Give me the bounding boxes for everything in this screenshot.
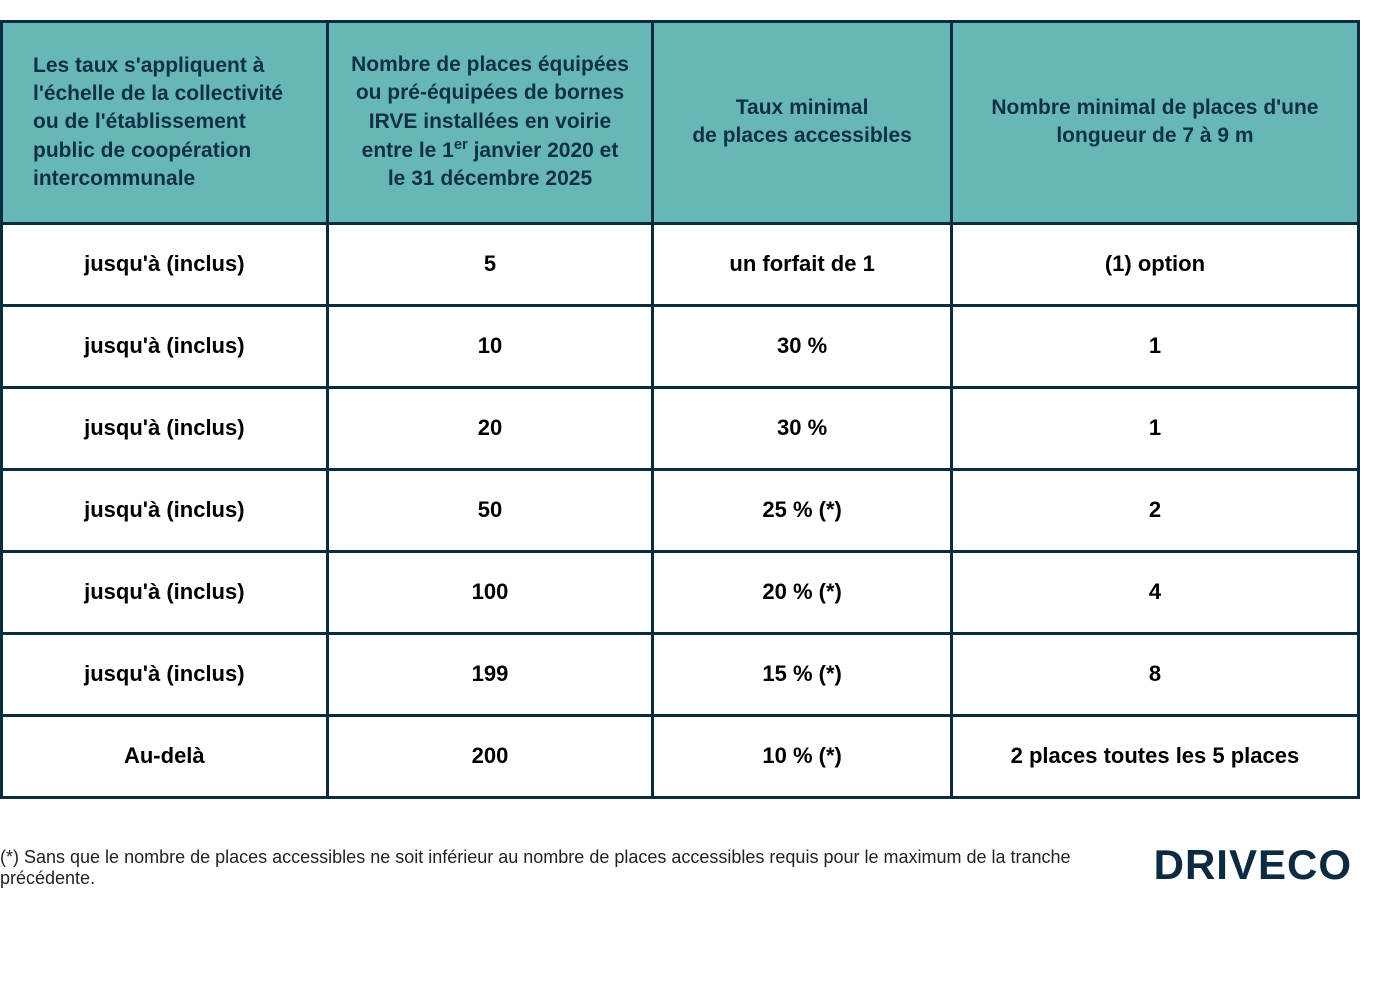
table-row: jusqu'à (inclus)5025 % (*)2: [2, 469, 1359, 551]
col-header-3: Nombre minimal de places d'une longueur …: [951, 22, 1358, 224]
table-row: jusqu'à (inclus)10020 % (*)4: [2, 551, 1359, 633]
table-cell: jusqu'à (inclus): [2, 387, 328, 469]
table-cell: 20: [327, 387, 653, 469]
table-cell: jusqu'à (inclus): [2, 633, 328, 715]
page: Les taux s'appliquent à l'échelle de la …: [0, 0, 1400, 909]
table-cell: 10: [327, 305, 653, 387]
table-cell: 1: [951, 387, 1358, 469]
table-cell: 50: [327, 469, 653, 551]
table-cell: 200: [327, 715, 653, 797]
table-cell: 100: [327, 551, 653, 633]
footnote-text: (*) Sans que le nombre de places accessi…: [0, 847, 1154, 889]
brand-logo: DRIVECO: [1154, 841, 1352, 889]
col-header-0: Les taux s'appliquent à l'échelle de la …: [2, 22, 328, 224]
table-cell: 30 %: [653, 387, 952, 469]
table-cell: 4: [951, 551, 1358, 633]
table-cell: 2 places toutes les 5 places: [951, 715, 1358, 797]
table-cell: un forfait de 1: [653, 223, 952, 305]
table-cell: 25 % (*): [653, 469, 952, 551]
table-head: Les taux s'appliquent à l'échelle de la …: [2, 22, 1359, 224]
table-row: jusqu'à (inclus)2030 %1: [2, 387, 1359, 469]
table-cell: 199: [327, 633, 653, 715]
col-header-2: Taux minimalde places accessibles: [653, 22, 952, 224]
table-cell: jusqu'à (inclus): [2, 305, 328, 387]
table-cell: 15 % (*): [653, 633, 952, 715]
col-header-1: Nombre de places équipées ou pré-équipée…: [327, 22, 653, 224]
table-cell: 8: [951, 633, 1358, 715]
table-cell: Au-delà: [2, 715, 328, 797]
table-cell: 30 %: [653, 305, 952, 387]
table-body: jusqu'à (inclus)5un forfait de 1(1) opti…: [2, 223, 1359, 797]
table-header-row: Les taux s'appliquent à l'échelle de la …: [2, 22, 1359, 224]
table-cell: 2: [951, 469, 1358, 551]
table-row: jusqu'à (inclus)5un forfait de 1(1) opti…: [2, 223, 1359, 305]
table-row: Au-delà20010 % (*)2 places toutes les 5 …: [2, 715, 1359, 797]
table-row: jusqu'à (inclus)19915 % (*)8: [2, 633, 1359, 715]
irve-table: Les taux s'appliquent à l'échelle de la …: [0, 20, 1360, 799]
table-cell: 10 % (*): [653, 715, 952, 797]
table-cell: jusqu'à (inclus): [2, 551, 328, 633]
footer-row: (*) Sans que le nombre de places accessi…: [0, 841, 1360, 889]
table-cell: (1) option: [951, 223, 1358, 305]
table-cell: 5: [327, 223, 653, 305]
table-cell: jusqu'à (inclus): [2, 223, 328, 305]
table-cell: jusqu'à (inclus): [2, 469, 328, 551]
table-cell: 20 % (*): [653, 551, 952, 633]
table-cell: 1: [951, 305, 1358, 387]
table-row: jusqu'à (inclus)1030 %1: [2, 305, 1359, 387]
